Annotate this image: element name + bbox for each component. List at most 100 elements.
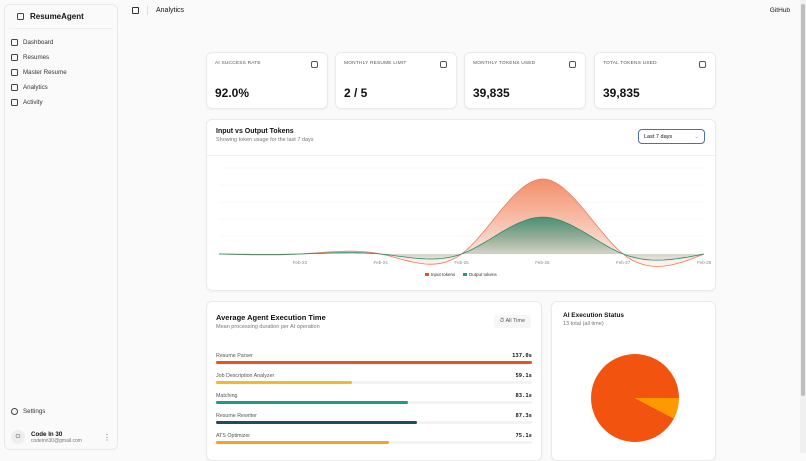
sidebar-item-label: Analytics (23, 84, 48, 91)
stat-card: MONTHLY RESUME LIMIT 2 / 5 (335, 52, 457, 109)
chart-subtitle: Showing token usage for the last 7 days (216, 137, 314, 143)
x-tick-label: Feb-26 (535, 260, 550, 265)
bar-fill (216, 401, 408, 404)
logo-icon (17, 13, 24, 20)
sidebar-item-master-resume[interactable]: Master Resume (5, 65, 117, 80)
chart-title: Input vs Output Tokens (216, 128, 294, 135)
stat-label: TOTAL TOKENS USED (603, 61, 657, 66)
sidebar-item-label: Activity (23, 99, 43, 106)
legend-input: Input tokens (425, 272, 455, 277)
bar-label: Matching (216, 393, 238, 399)
user-name: Code In 30 (31, 430, 63, 438)
bar-label: Resume Rewriter (216, 413, 257, 419)
legend-label: Input tokens (430, 272, 456, 277)
bar-track (216, 381, 532, 384)
user-email: codeinn30@gmail.com (31, 437, 82, 444)
bar-fill (216, 361, 532, 364)
pie-title: AI Execution Status (563, 312, 625, 319)
database-icon (699, 61, 706, 68)
stat-card: AI SUCCESS RATE 92.0% (206, 52, 328, 109)
legend-label: Output tokens (468, 272, 497, 277)
exec-bar-row: Resume Rewriter 87.3s (216, 413, 532, 433)
bar-value: 83.1s (515, 393, 532, 399)
sidebar-item-label: Master Resume (23, 69, 67, 76)
stat-card: TOTAL TOKENS USED 39,835 (594, 52, 716, 109)
sidebar-toggle-icon[interactable] (132, 6, 139, 14)
tokens-chart-card: Input vs Output Tokens Showing token usa… (206, 119, 716, 291)
exec-bar-row: Job Description Analyzer 59.1s (216, 373, 532, 393)
x-tick-label: Feb-28 (697, 260, 712, 265)
bar-value: 87.3s (515, 413, 532, 419)
divider (147, 5, 148, 15)
execution-time-card: Average Agent Execution Time Mean proces… (206, 301, 542, 461)
page-title: Analytics (156, 6, 185, 14)
stat-value: 92.0% (215, 86, 250, 100)
execution-status-card: AI Execution Status 13 total (all time) (551, 301, 716, 461)
topbar: Analytics GitHub (124, 0, 800, 20)
bar-track (216, 441, 532, 444)
exec-bar-row: Resume Parser 137.0s (216, 353, 532, 373)
sidebar-item-label: Resumes (23, 54, 50, 61)
all-time-filter[interactable]: ⏱ All Time (493, 315, 531, 328)
pie-slice (635, 398, 679, 419)
scrollbar[interactable] (800, 0, 806, 453)
x-tick-label: Feb-25 (454, 260, 469, 265)
x-tick-label: Feb-23 (293, 260, 308, 265)
exec-bar-row: ATS Optimizer 75.1s (216, 433, 532, 453)
bar-track (216, 401, 532, 404)
x-tick-label: Feb-24 (374, 260, 389, 265)
filter-label: All Time (505, 318, 525, 324)
range-select-value: Last 7 days (644, 133, 673, 140)
legend-output: Output tokens (463, 272, 497, 277)
area-chart: Feb-23 Feb-24 Feb-25 Feb-26 Feb-27 Feb-28 (218, 167, 712, 267)
app-name: ResumeAgent (30, 12, 84, 21)
bar-value: 59.1s (515, 373, 532, 379)
stat-value: 2 / 5 (344, 86, 368, 100)
exec-title: Average Agent Execution Time (216, 313, 326, 322)
file-icon (11, 54, 18, 61)
brand[interactable]: ResumeAgent (9, 5, 113, 29)
sidebar: ResumeAgent Dashboard Resumes Master Resum… (4, 4, 118, 450)
range-select[interactable]: Last 7 days ⌄ (638, 129, 705, 144)
sidebar-item-activity[interactable]: Activity (5, 95, 117, 110)
bar-fill (216, 381, 353, 384)
exec-subtitle: Mean processing duration per AI operatio… (216, 324, 320, 330)
stat-value: 39,835 (473, 86, 510, 100)
timer-icon: ⏱ (499, 318, 506, 324)
bar-value: 75.1s (515, 433, 532, 439)
exec-bar-row: Matching 83.1s (216, 393, 532, 413)
bar-fill (216, 421, 418, 424)
area-output-tokens (219, 217, 704, 261)
stat-value: 39,835 (603, 86, 640, 100)
bar-label: ATS Optimizer (216, 433, 251, 439)
avatar: CI (11, 430, 25, 444)
scrollbar-thumb[interactable] (801, 4, 805, 396)
sidebar-item-analytics[interactable]: Analytics (5, 80, 117, 95)
user-menu[interactable]: CI Code In 30 codeinn30@gmail.com ⋮ (11, 430, 111, 444)
line-output-tokens (218, 216, 705, 261)
stat-card: MONTHLY TOKENS USED 39,835 (464, 52, 586, 109)
more-vertical-icon[interactable]: ⋮ (103, 432, 111, 442)
stat-label: MONTHLY RESUME LIMIT (344, 61, 407, 66)
sidebar-item-settings[interactable]: Settings (5, 408, 51, 415)
github-link[interactable]: GitHub (769, 6, 790, 14)
x-tick-label: Feb-27 (616, 260, 631, 265)
pie-subtitle: 13 total (all time) (563, 321, 604, 327)
bar-track (216, 421, 532, 424)
chart-legend: Input tokens Output tokens (207, 272, 715, 277)
bar-label: Job Description Analyzer (216, 373, 275, 379)
bar-fill (216, 441, 390, 444)
history-icon (11, 99, 18, 106)
gauge-icon (440, 61, 447, 68)
sidebar-item-dashboard[interactable]: Dashboard (5, 35, 117, 50)
bar-track (216, 361, 532, 364)
cpu-icon (569, 61, 576, 68)
settings-label: Settings (23, 408, 46, 415)
bar-value: 137.0s (512, 353, 532, 359)
chart-icon (11, 84, 18, 91)
shield-check-icon (311, 61, 318, 68)
grid-icon (11, 39, 18, 46)
stat-label: MONTHLY TOKENS USED (473, 61, 536, 66)
sidebar-item-resumes[interactable]: Resumes (5, 50, 117, 65)
stat-label: AI SUCCESS RATE (215, 61, 261, 66)
